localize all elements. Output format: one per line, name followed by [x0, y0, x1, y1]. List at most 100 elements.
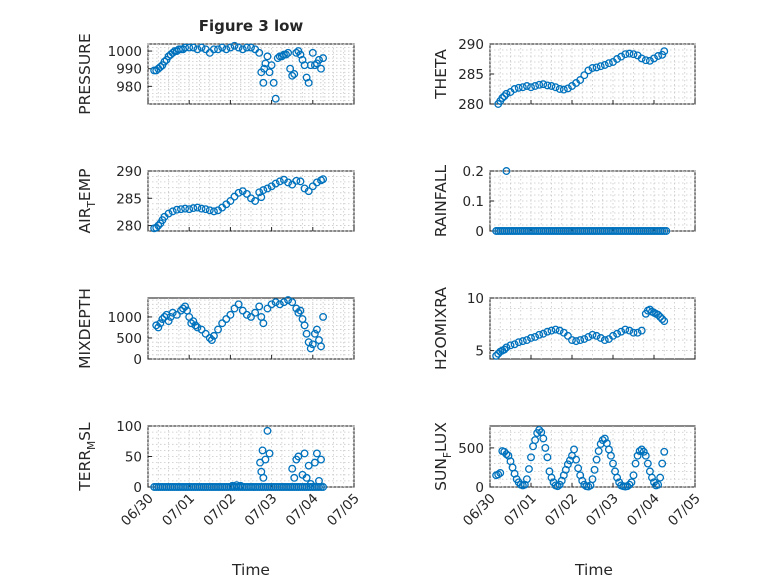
data-point: [527, 453, 535, 462]
x-tick-label: 07/01: [159, 491, 198, 530]
data-point: [627, 478, 636, 487]
data-point: [492, 351, 501, 360]
data-point: [242, 43, 251, 52]
data-point: [572, 337, 581, 346]
data-point: [654, 310, 663, 319]
data-point: [600, 336, 609, 345]
data-point: [588, 330, 597, 339]
data-point: [214, 325, 222, 334]
data-point: [592, 331, 601, 340]
data-point: [238, 306, 247, 315]
data-point: [518, 83, 527, 92]
subplot-5: 0 500 1000 MIXDEPTH: [76, 288, 355, 369]
y-tick-label: 0: [133, 352, 142, 368]
data-point: [312, 178, 321, 187]
data-point: [181, 204, 190, 213]
data-point: [629, 471, 638, 480]
y-axis-label: AIRTEMP: [76, 169, 98, 234]
data-point: [168, 48, 177, 57]
data-point: [156, 319, 165, 328]
data-point: [207, 336, 216, 345]
subplot-3: 280 285 290 AIRTEMP: [76, 164, 355, 235]
data-point: [592, 455, 601, 464]
data-point: [172, 205, 181, 214]
y-tick-label: 100: [116, 419, 142, 435]
data-point: [617, 52, 626, 61]
axes-box: [489, 297, 696, 360]
data-point: [288, 298, 297, 307]
data-point: [547, 326, 556, 335]
data-point: [236, 481, 245, 490]
data-point: [613, 329, 622, 338]
subplot-7: 0 50 100 06/30 07/01 07/02 07/03 07/04 07/05 TERR…: [76, 419, 363, 529]
data-point: [260, 64, 269, 73]
y-tick-label: 990: [116, 62, 142, 78]
y-axis-label: TERRMSL: [76, 422, 98, 492]
data-point: [259, 319, 268, 328]
data-point: [535, 425, 544, 434]
data-point: [275, 300, 284, 309]
data-point: [553, 482, 562, 491]
y-axis-label: MIXDEPTH: [76, 288, 94, 369]
y-tick-label: 50: [125, 450, 142, 466]
data-point: [500, 92, 509, 101]
data-point: [261, 455, 270, 464]
data-point: [594, 447, 603, 455]
data-point: [258, 446, 267, 455]
data-point: [312, 325, 321, 334]
y-tick-label: 1000: [108, 310, 142, 326]
data-point: [269, 78, 278, 87]
data-point: [319, 54, 328, 63]
data-point: [230, 41, 239, 50]
data-point: [656, 312, 665, 321]
data-point: [576, 336, 585, 345]
data-point: [563, 84, 572, 93]
data-point: [308, 48, 317, 57]
data-point: [154, 323, 163, 332]
y-axis-label: H2OMIXRA: [432, 287, 450, 370]
data-point: [539, 329, 548, 338]
data-point: [255, 48, 264, 57]
data-point: [267, 61, 276, 70]
data-point: [574, 464, 583, 473]
y-tick-label: 290: [116, 164, 142, 180]
data-point: [218, 319, 227, 328]
data-point: [294, 452, 303, 461]
data-point: [209, 331, 218, 340]
data-point: [284, 48, 293, 57]
data-point: [185, 43, 194, 52]
y-axis-label: RAINFALL: [432, 164, 450, 237]
data-point: [572, 455, 581, 464]
data-point: [319, 175, 328, 184]
data-point: [535, 330, 544, 339]
x-tick-label: 07/05: [665, 491, 704, 530]
data-point: [604, 59, 613, 68]
y-tick-label: 0: [475, 224, 484, 240]
data-point: [617, 327, 626, 336]
data-point: [315, 55, 323, 64]
y-tick-label: 280: [116, 219, 142, 235]
data-point: [292, 48, 301, 57]
data-point: [308, 340, 317, 349]
data-point: [251, 308, 260, 317]
data-point: [629, 50, 638, 59]
data-point: [635, 447, 644, 455]
data-point: [633, 451, 642, 460]
data-point: [531, 436, 540, 445]
data-point: [625, 480, 634, 489]
x-tick-label: 07/03: [583, 491, 622, 530]
data-point: [660, 47, 669, 56]
x-tick-label: 06/30: [460, 491, 499, 530]
data-point: [152, 223, 161, 232]
x-tick-label: 07/03: [242, 491, 281, 530]
data-point: [600, 434, 609, 443]
y-axis-label: THETA: [432, 49, 450, 100]
y-axis-label: PRESSURE: [76, 33, 94, 115]
axes-box: [147, 43, 355, 105]
data-point: [312, 449, 321, 458]
data-point: [580, 335, 589, 343]
data-point: [255, 188, 264, 197]
y-tick-label: 0.2: [463, 164, 484, 180]
data-point: [522, 475, 531, 484]
data-point: [284, 296, 293, 305]
